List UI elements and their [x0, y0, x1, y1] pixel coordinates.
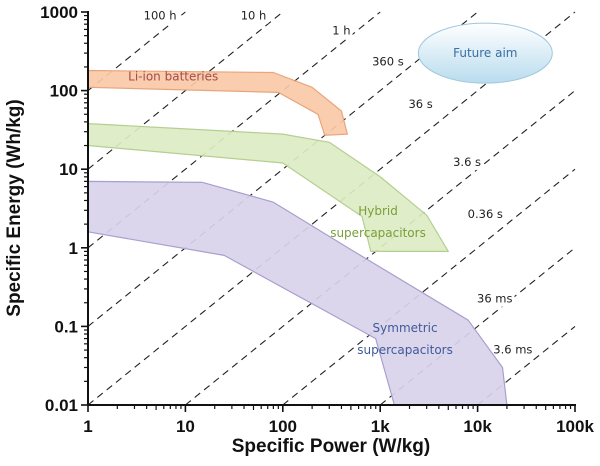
time-line-0-36-s	[282, 168, 576, 406]
x-tick-label: 1k	[371, 417, 390, 436]
x-tick-label: 10	[176, 417, 195, 436]
region-label: Hybrid	[358, 204, 398, 218]
time-line-label: 36 s	[408, 97, 432, 111]
y-tick-label: 100	[50, 82, 78, 101]
time-lines: 100 h 10 h 1 h 360 s 36 s 3.6 s 0.36 s 36 ms 3.6…	[87, 7, 576, 406]
regions: Li-ion batteries Hybrid supercapacitors Sym…	[87, 69, 508, 406]
x-axis-title: Specific Power (W/kg)	[232, 436, 430, 457]
time-line-label: 36 ms	[477, 292, 512, 306]
time-line-label-backing	[370, 53, 406, 70]
x-tick-label: 10k	[463, 417, 492, 436]
time-line-label-backing	[465, 205, 505, 222]
region-label: supercapacitors	[330, 226, 426, 240]
region-symmetric-supercapacitors	[87, 180, 508, 406]
axes	[87, 11, 576, 406]
y-tick-label: 1	[69, 239, 78, 258]
region-li-ion-batteries	[87, 69, 348, 136]
time-line-label: 0.36 s	[468, 207, 503, 221]
time-line-3-6-ms	[477, 325, 576, 406]
time-line-100-h	[87, 11, 186, 92]
y-axis-title: Specific Energy (Wh/kg)	[4, 99, 25, 316]
region-hybrid-supercapacitors	[87, 122, 449, 252]
x-tick-label: 100k	[556, 417, 594, 436]
time-line-label-backing	[451, 153, 484, 170]
region-label: Li-ion batteries	[128, 69, 218, 83]
time-line-label-backing	[238, 7, 269, 24]
time-line-label: 3.6 ms	[493, 343, 532, 357]
ticks: 1 10 100 1k 10k 100k 0.01 0.1 1 10 100 1000	[40, 3, 594, 436]
y-tick-label: 10	[59, 160, 78, 179]
time-line-label: 3.6 s	[453, 155, 481, 169]
time-line-label-backing	[491, 341, 535, 358]
future-aim-label: Future aim	[453, 46, 517, 60]
annotations: Future aim	[417, 22, 553, 84]
time-line-label: 1 h	[332, 23, 350, 37]
time-line-label: 360 s	[372, 54, 404, 68]
x-tick-label: 100	[269, 417, 297, 436]
region-label: Symmetric	[373, 321, 438, 335]
time-line-label-backing	[406, 96, 435, 113]
future-aim-ellipse	[417, 22, 553, 84]
time-line-label-backing	[141, 7, 179, 24]
time-line-label: 10 h	[241, 9, 267, 23]
time-line-label-backing	[330, 22, 353, 39]
x-tick-label: 1	[83, 417, 92, 436]
time-line-label-backing	[475, 290, 515, 307]
y-tick-label: 0.1	[54, 317, 78, 336]
y-tick-label: 1000	[40, 3, 78, 22]
y-tick-label: 0.01	[45, 396, 78, 415]
time-line-label: 100 h	[144, 9, 177, 23]
region-label: supercapacitors	[357, 343, 453, 357]
